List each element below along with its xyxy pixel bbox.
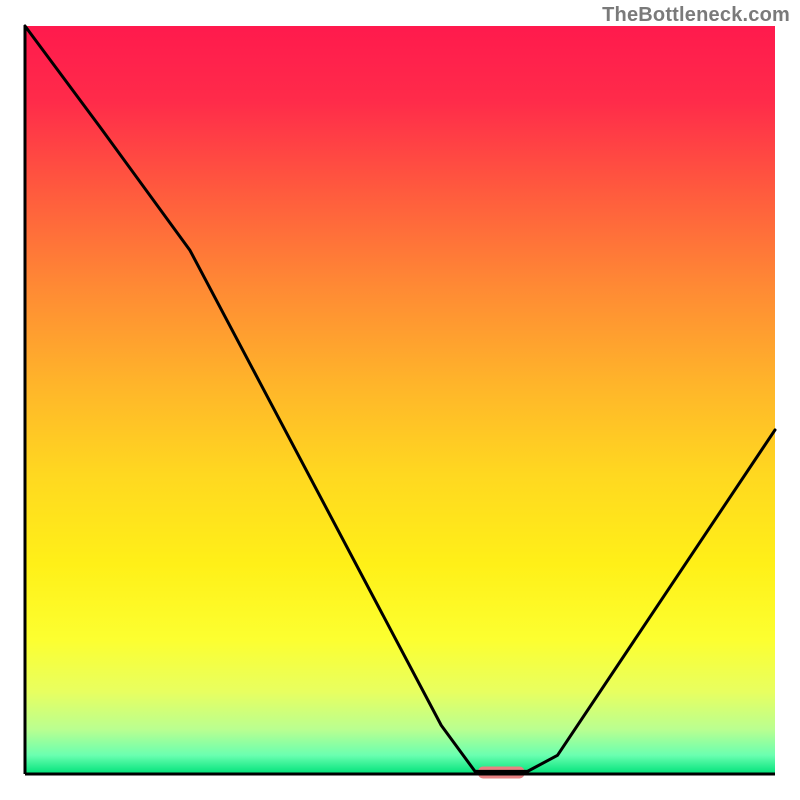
chart-svg [0,0,800,800]
chart-background [25,26,775,774]
watermark-text: TheBottleneck.com [602,4,790,27]
chart-container: TheBottleneck.com [0,0,800,800]
